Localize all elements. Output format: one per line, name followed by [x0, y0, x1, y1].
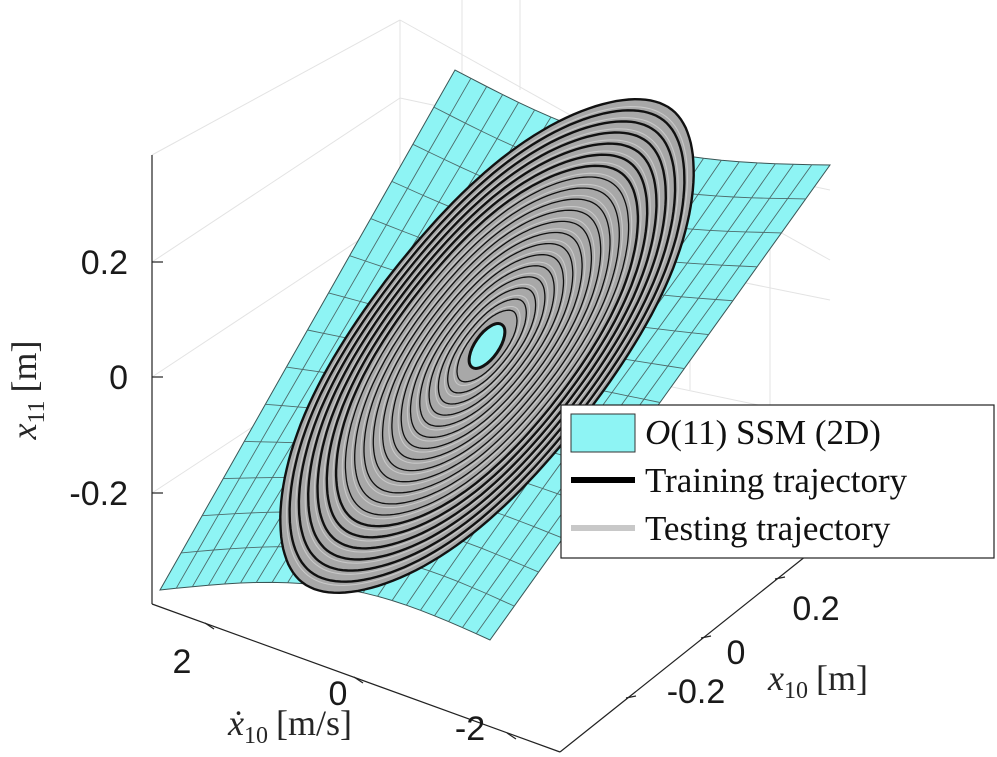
training-trajectory-loop — [325, 153, 649, 539]
surface-hole — [467, 322, 507, 370]
testing-trajectory-loop — [351, 183, 623, 509]
testing-trajectory-loop — [360, 194, 614, 498]
testing-trajectory-loop — [378, 217, 596, 475]
training-trajectory-loop — [363, 198, 611, 494]
training-trajectory-loop — [437, 287, 537, 405]
z-tick-label: -0.2 — [69, 475, 128, 513]
legend-swatch-surface — [570, 413, 636, 453]
z-tick-label: 0.2 — [81, 244, 128, 282]
testing-trajectory-loop — [425, 272, 549, 420]
svg-text:x10[m]: x10 [m] — [767, 658, 868, 704]
testing-trajectory-loop — [369, 206, 605, 486]
testing-trajectory-loop — [323, 150, 651, 542]
training-trajectory-loop — [456, 309, 518, 383]
svg-text:ẋ10[m/s]: ẋ10 [m/s] — [227, 703, 352, 749]
testing-trajectory-loop — [416, 261, 558, 431]
training-trajectory-loop — [372, 209, 602, 483]
x-tick-label: -0.2 — [667, 673, 726, 711]
testing-trajectory-loop — [295, 117, 679, 575]
training-trajectory-loop — [447, 298, 527, 394]
grid-line — [151, 97, 401, 263]
trajectories — [279, 97, 695, 595]
z-tick-label: 0 — [109, 359, 128, 397]
testing-trajectory-loop — [388, 228, 586, 464]
testing-trajectory-loop — [453, 305, 521, 387]
training-trajectory-loop — [306, 131, 668, 561]
legend-label-training: Training trajectory — [645, 461, 908, 500]
training-trajectory-loop — [288, 109, 686, 583]
testing-trajectory-loop — [341, 172, 633, 520]
legend-label-testing: Testing trajectory — [645, 509, 891, 548]
testing-trajectory-loop — [444, 294, 530, 398]
training-trajectory-loop — [428, 276, 546, 416]
y-tick-label: 0 — [329, 675, 348, 713]
testing-trajectory-loop — [406, 250, 568, 442]
legend: O(11) SSM (2D) Training trajectory Testi… — [560, 404, 995, 559]
testing-trajectory-loop — [397, 239, 577, 453]
y-tick-label: 2 — [173, 643, 192, 681]
grid-line — [151, 19, 401, 156]
training-trajectory-loop — [334, 164, 640, 528]
z-axis-label: x11[m] — [4, 340, 50, 440]
training-trajectory-loop — [419, 265, 555, 427]
training-trajectory-loop — [354, 187, 620, 505]
training-trajectory-loop — [391, 231, 583, 461]
y-tick-label: -2 — [455, 710, 485, 748]
training-trajectory-loop — [297, 120, 677, 572]
x-axis-label: x10 [m] — [767, 658, 868, 704]
testing-trajectory — [285, 106, 689, 586]
legend-label-surface: O(11) SSM (2D) — [645, 413, 881, 452]
training-trajectory-loop — [409, 254, 565, 438]
testing-trajectory-loop — [285, 106, 689, 586]
training-trajectory-loop — [381, 220, 593, 472]
y-axis-label: ẋ10 [m/s] — [227, 703, 352, 749]
x-tick-label: 0.2 — [792, 590, 839, 628]
testing-trajectory-loop — [313, 139, 661, 553]
x-tick-label: 0 — [727, 634, 746, 672]
testing-trajectory-loop — [434, 283, 540, 409]
training-trajectory-loop — [316, 142, 658, 550]
training-trajectory-loop — [344, 176, 630, 516]
testing-trajectory-loop — [332, 161, 642, 531]
training-trajectory-loop — [400, 242, 574, 450]
testing-trajectory-loop — [304, 128, 670, 564]
training-trajectory-loop — [279, 97, 695, 595]
svg-text:x11[m]: x11[m] — [4, 340, 50, 440]
